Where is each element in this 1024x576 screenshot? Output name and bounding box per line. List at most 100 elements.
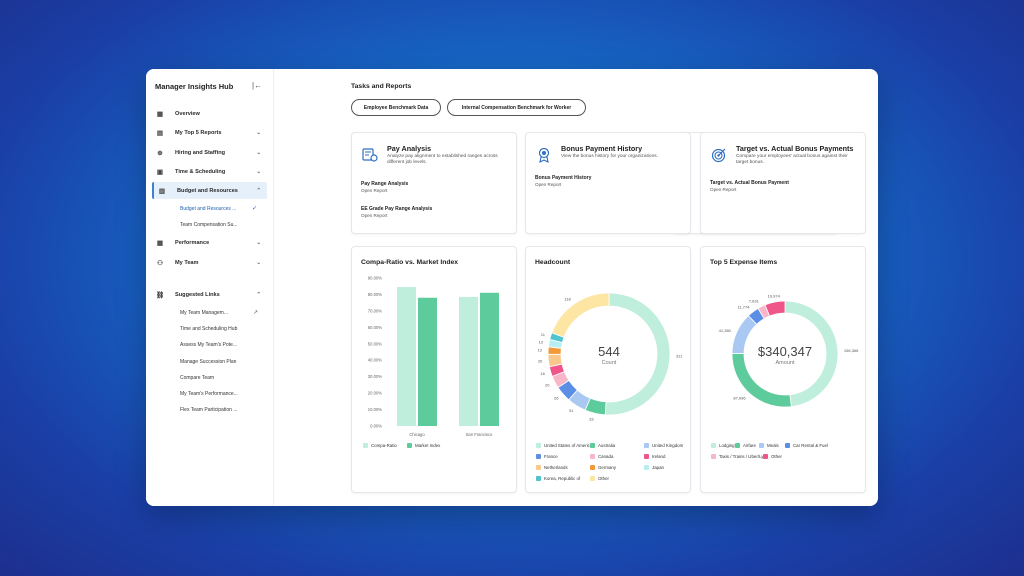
slice-label: 26 bbox=[554, 395, 559, 400]
legend-item: Other bbox=[763, 454, 782, 459]
chart-title: Top 5 Expense Items bbox=[710, 259, 778, 266]
y-tick-label: 60.00% bbox=[368, 325, 382, 330]
slice-label: 156,366 bbox=[844, 348, 859, 353]
nav-my-team[interactable]: ⚇ My Team ⌄ bbox=[152, 254, 267, 271]
slice-label: 118 bbox=[564, 296, 571, 301]
calendar-icon: ▣ bbox=[156, 168, 164, 176]
search-person-icon: ⊕ bbox=[157, 149, 163, 157]
target-vs-actual-card[interactable]: Target vs. Actual Bonus Payments Compare… bbox=[700, 132, 866, 234]
link-assess-team[interactable]: Assess My Team's Pote... bbox=[180, 342, 237, 348]
nav-label: Hiring and Staffing bbox=[175, 149, 226, 156]
main-content: Tasks and Reports Employee Benchmark Dat… bbox=[275, 69, 878, 506]
legend-swatch bbox=[644, 443, 649, 448]
legend-item: Meals bbox=[759, 443, 779, 448]
slice-meals[interactable] bbox=[731, 315, 758, 354]
card-title: Pay Analysis bbox=[387, 144, 432, 153]
nav-label: Suggested Links bbox=[175, 291, 220, 298]
report-link[interactable]: EE Grade Pay Range Analysis bbox=[361, 206, 433, 212]
chevron-down-icon: ⌄ bbox=[256, 149, 261, 156]
card-description: View the bonus history for your organiza… bbox=[561, 154, 658, 159]
bar-compa-ratio-san-francisco[interactable] bbox=[459, 296, 478, 426]
sub-budget-resources[interactable]: Budget and Resources ... bbox=[180, 206, 237, 212]
legend-label: Car Rental & Fuel bbox=[793, 443, 828, 448]
legend-swatch bbox=[536, 454, 541, 459]
legend-swatch bbox=[590, 465, 595, 470]
nav-time-scheduling[interactable]: ▣ Time & Scheduling ⌄ bbox=[152, 163, 267, 180]
report-link[interactable]: Bonus Payment History bbox=[535, 175, 592, 181]
legend-swatch bbox=[785, 443, 790, 448]
link-my-team-management[interactable]: My Team Managem... bbox=[180, 310, 228, 316]
legend-item: Ireland bbox=[644, 454, 665, 459]
sidebar: Manager Insights Hub |← ▦ Overview ▤ My … bbox=[146, 69, 274, 506]
nav-overview[interactable]: ▦ Overview bbox=[152, 105, 267, 122]
slice-label: 11,774 bbox=[737, 304, 750, 309]
x-tick-label: Chicago bbox=[409, 432, 425, 437]
nav-label: Overview bbox=[175, 110, 200, 117]
legend-swatch bbox=[536, 465, 541, 470]
slice-other[interactable] bbox=[764, 300, 786, 317]
internal-comp-benchmark-button[interactable]: Internal Compensation Benchmark for Work… bbox=[447, 99, 586, 116]
slice-label: 16 bbox=[540, 371, 545, 376]
nav-suggested-links[interactable]: ⛓ Suggested Links ⌃ bbox=[152, 286, 267, 303]
pay-analysis-card[interactable]: Pay Analysis Analyze pay alignment to es… bbox=[351, 132, 517, 234]
collapse-sidebar-icon[interactable]: |← bbox=[252, 81, 263, 90]
link-team-performance[interactable]: My Team's Performance... bbox=[180, 391, 238, 397]
nav-performance[interactable]: ▦ Performance ⌄ bbox=[152, 234, 267, 251]
slice-label: 12 bbox=[539, 339, 544, 344]
compa-ratio-chart: 90.00% 80.00% 70.00% 60.00% 50.00% 40.00% 30.0… bbox=[368, 276, 499, 437]
nav-top5-reports[interactable]: ▤ My Top 5 Reports ⌄ bbox=[152, 124, 267, 141]
y-tick-label: 80.00% bbox=[368, 292, 382, 297]
legend-swatch bbox=[590, 476, 595, 481]
chart-title: Compa-Ratio vs. Market Index bbox=[361, 259, 459, 266]
open-report-link[interactable]: Open Report bbox=[710, 187, 737, 192]
slice-label: 19,974 bbox=[768, 294, 781, 299]
team-icon: ⚇ bbox=[157, 259, 163, 267]
card-description: Compare your employees' actual bonus aga… bbox=[736, 154, 848, 166]
legend-item: United States of America bbox=[536, 443, 592, 448]
employee-benchmark-button[interactable]: Employee Benchmark Data bbox=[351, 99, 441, 116]
bar-market-index-chicago[interactable] bbox=[418, 297, 437, 426]
card-description: Analyze pay alignment to established ran… bbox=[387, 154, 498, 166]
link-succession-plan[interactable]: Manage Succession Plan bbox=[180, 359, 237, 365]
nav-hiring-staffing[interactable]: ⊕ Hiring and Staffing ⌄ bbox=[152, 144, 267, 161]
report-link[interactable]: Target vs. Actual Bonus Payment bbox=[710, 180, 789, 186]
bar-market-index-san-francisco[interactable] bbox=[480, 292, 499, 426]
nav-budget-resources[interactable]: ▥ Budget and Resources ⌃ bbox=[152, 182, 267, 199]
legend-label: Australia bbox=[598, 443, 616, 448]
bonus-payment-history-card[interactable]: Bonus Payment History View the bonus his… bbox=[525, 132, 691, 234]
legend-market-index: Market Index bbox=[407, 443, 440, 448]
chevron-down-icon: ⌄ bbox=[256, 129, 261, 136]
legend-label: Lodging bbox=[719, 443, 735, 448]
open-report-link[interactable]: Open Report bbox=[361, 213, 388, 218]
open-report-link[interactable]: Open Report bbox=[361, 188, 388, 193]
legend-label: Taxis / Trains / Uber/Lyft bbox=[719, 454, 766, 459]
y-tick-label: 50.00% bbox=[368, 341, 382, 346]
legend-item: Car Rental & Fuel bbox=[785, 443, 828, 448]
sub-team-compensation[interactable]: Team Compensation Su... bbox=[180, 222, 238, 228]
bar-compa-ratio-chicago[interactable] bbox=[397, 287, 416, 426]
link-time-scheduling-hub[interactable]: Time and Scheduling Hub bbox=[180, 326, 238, 332]
link-flex-team[interactable]: Flex Team Participation ... bbox=[180, 407, 238, 413]
card-title: Bonus Payment History bbox=[561, 144, 643, 153]
legend-item: Netherlands bbox=[536, 465, 568, 470]
legend-item: Korea, Republic of bbox=[536, 476, 580, 481]
report-link[interactable]: Pay Range Analysis bbox=[361, 181, 409, 187]
pay-analysis-icon bbox=[362, 147, 378, 163]
card-title: Target vs. Actual Bonus Payments bbox=[736, 144, 854, 153]
expense-card: Top 5 Expense Items 156,366 87,996 41,360 1… bbox=[700, 246, 866, 493]
slice-netherlands[interactable] bbox=[547, 353, 563, 368]
slice-other[interactable] bbox=[551, 292, 610, 338]
y-tick-label: 10.00% bbox=[368, 407, 382, 412]
slice-label: 7,631 bbox=[749, 299, 760, 304]
legend-item: Other bbox=[590, 476, 609, 481]
external-link-icon[interactable]: ↗ bbox=[253, 310, 259, 316]
open-report-link[interactable]: Open Report bbox=[535, 182, 562, 187]
link-compare-team[interactable]: Compare Team bbox=[180, 375, 215, 381]
legend-swatch bbox=[711, 443, 716, 448]
center-label: Amount bbox=[776, 360, 795, 366]
nav-label: My Top 5 Reports bbox=[175, 129, 222, 136]
y-tick-label: 70.00% bbox=[368, 308, 382, 313]
legend-swatch bbox=[711, 454, 716, 459]
